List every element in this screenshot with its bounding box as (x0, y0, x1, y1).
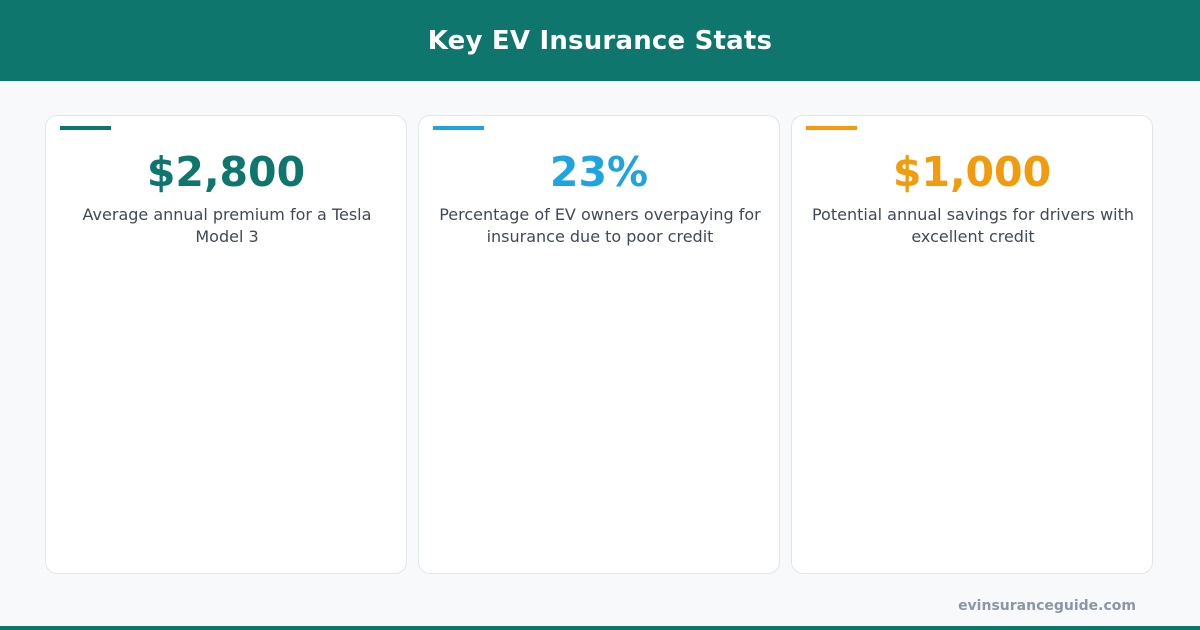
page-title: Key EV Insurance Stats (427, 25, 773, 56)
header-banner: Key EV Insurance Stats (0, 0, 1200, 81)
stat-description: Average annual premium for a Tesla Model… (82, 205, 372, 246)
stat-card-overpaying: 23% Percentage of EV owners overpaying f… (418, 115, 780, 574)
stat-description: Percentage of EV owners overpaying for i… (439, 205, 761, 246)
stat-value: 23% (549, 148, 649, 196)
site-url[interactable]: evinsuranceguide.com (958, 598, 1136, 614)
stats-cards: $2,800 Average annual premium for a Tesl… (45, 115, 1155, 576)
bottom-accent-bar (0, 626, 1200, 630)
accent-bar (60, 126, 111, 130)
accent-bar (806, 126, 857, 130)
stat-card-premium: $2,800 Average annual premium for a Tesl… (45, 115, 407, 574)
stat-value: $2,800 (146, 148, 306, 196)
accent-bar (433, 126, 484, 130)
stat-value: $1,000 (892, 148, 1052, 196)
stat-description: Potential annual savings for drivers wit… (811, 205, 1135, 246)
stat-card-savings: $1,000 Potential annual savings for driv… (791, 115, 1153, 574)
